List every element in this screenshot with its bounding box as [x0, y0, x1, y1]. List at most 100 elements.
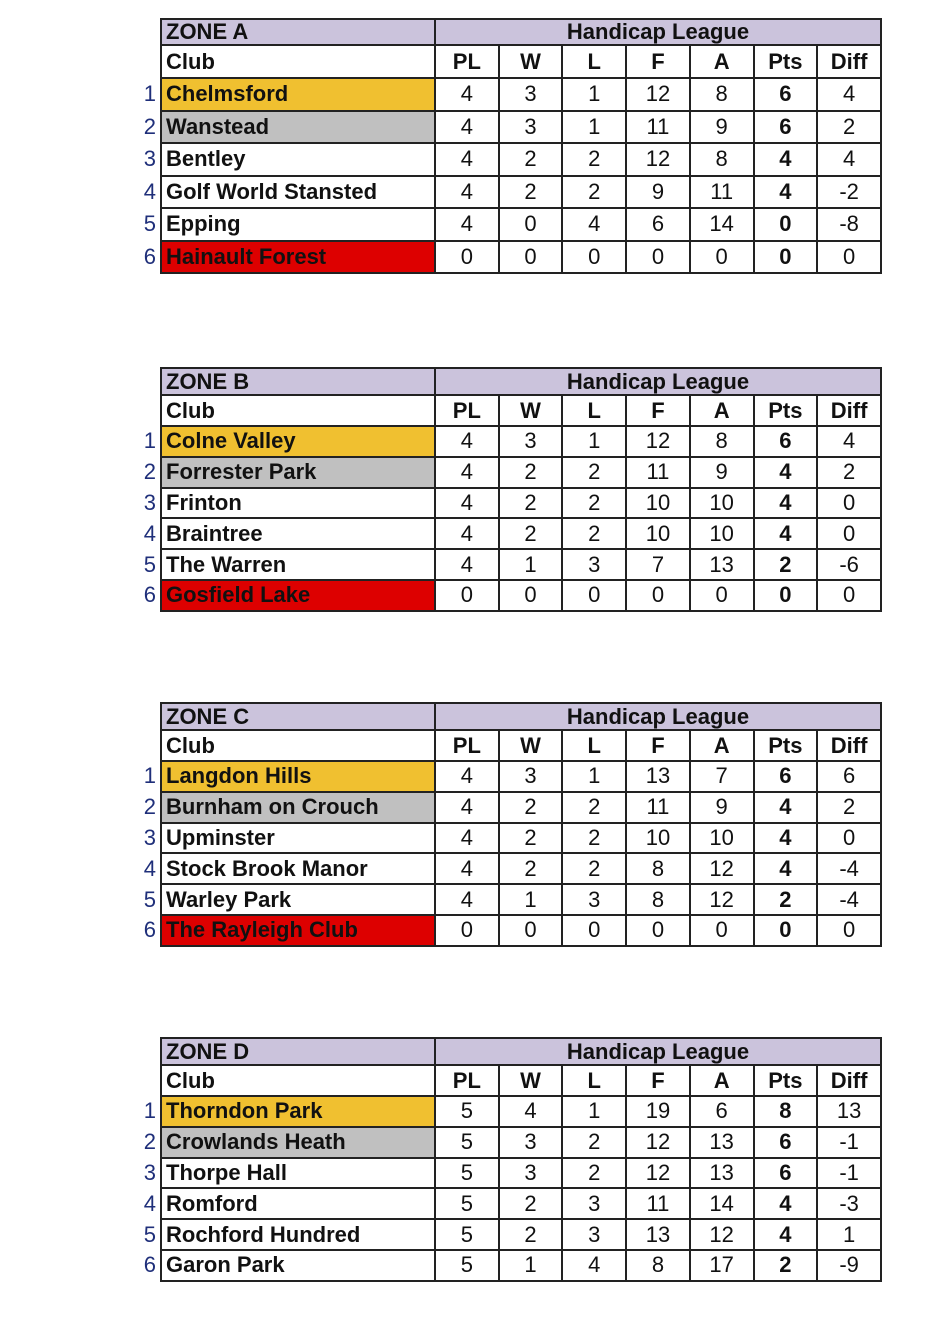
column-header-row: Club PL W L F A Pts Diff [160, 44, 882, 79]
stat-f: 13 [625, 760, 691, 793]
column-header-a: A [688, 729, 755, 762]
stat-f: 0 [625, 578, 691, 612]
stat-a: 6 [688, 1095, 755, 1128]
stat-l: 0 [561, 578, 628, 612]
rank-number: 6 [143, 243, 156, 269]
stat-a: 7 [688, 760, 755, 793]
rank-number: 1 [143, 428, 156, 454]
stat-pts: 4 [752, 486, 819, 520]
column-header-club: Club [160, 394, 436, 427]
stat-f: 12 [625, 77, 691, 112]
club-name: Hainault Forest [166, 243, 327, 269]
stat-l: 0 [561, 239, 628, 274]
stat-f: 8 [625, 852, 691, 886]
rank-number: 2 [143, 113, 156, 139]
club-cell: 6 The Rayleigh Club [144, 913, 436, 947]
stat-pl: 5 [434, 1156, 500, 1190]
club-cell: 1 Thorndon Park [144, 1095, 436, 1128]
stat-diff: 0 [816, 517, 882, 551]
column-header-club: Club [160, 729, 436, 762]
stat-f: 11 [625, 455, 691, 489]
stat-a: 12 [688, 1218, 755, 1251]
table-row: 6 Garon Park 5 1 4 8 17 2 -9 [144, 1248, 882, 1282]
column-header-a: A [688, 44, 755, 79]
club-name: Langdon Hills [166, 763, 312, 789]
column-header-f: F [625, 394, 691, 427]
table-row: 2 Burnham on Crouch 4 2 2 11 9 4 2 [144, 790, 882, 824]
stat-w: 2 [497, 821, 564, 855]
club-name: Forrester Park [166, 459, 317, 485]
rank-number: 3 [143, 824, 156, 850]
stat-pts: 6 [752, 1125, 819, 1159]
rank-number: 4 [143, 178, 156, 204]
stat-a: 9 [688, 109, 755, 144]
stat-pts: 2 [752, 1248, 819, 1282]
stat-l: 2 [561, 1125, 628, 1159]
stat-diff: 0 [816, 239, 882, 274]
stat-diff: -8 [816, 207, 882, 242]
stat-diff: -2 [816, 174, 882, 209]
club-cell: 4 Romford [144, 1187, 436, 1221]
column-header-a: A [688, 1064, 755, 1097]
table-row: 6 Hainault Forest 0 0 0 0 0 0 0 [144, 239, 882, 274]
stat-w: 2 [497, 486, 564, 520]
table-row: 1 Langdon Hills 4 3 1 13 7 6 6 [144, 760, 882, 793]
rank-number: 3 [143, 1159, 156, 1185]
column-header-l: L [561, 394, 628, 427]
club-cell: 4 Golf World Stansted [144, 174, 436, 209]
table-row: 2 Crowlands Heath 5 3 2 12 13 6 -1 [144, 1125, 882, 1159]
table-row: 3 Frinton 4 2 2 10 10 4 0 [144, 486, 882, 520]
standings-table: ZONE C Handicap League Club PL W L F A Pts Diff 1 L… [144, 702, 882, 947]
column-header-pts: Pts [752, 729, 819, 762]
club-name: Epping [166, 211, 241, 237]
club-name: Rochford Hundred [166, 1221, 361, 1247]
stat-l: 2 [561, 142, 628, 177]
column-header-diff: Diff [816, 729, 882, 762]
stat-a: 14 [688, 1187, 755, 1221]
club-name: Gosfield Lake [166, 582, 311, 608]
stat-pts: 6 [752, 109, 819, 144]
stat-l: 2 [561, 455, 628, 489]
stat-pts: 4 [752, 1187, 819, 1221]
stat-l: 1 [561, 77, 628, 112]
stat-pl: 4 [434, 760, 500, 793]
stat-w: 3 [497, 1125, 564, 1159]
column-header-w: W [497, 394, 564, 427]
stat-w: 1 [497, 548, 564, 581]
club-cell: 6 Garon Park [144, 1248, 436, 1282]
table-row: 2 Wanstead 4 3 1 11 9 6 2 [144, 109, 882, 144]
club-name: Wanstead [166, 113, 270, 139]
stat-f: 0 [625, 239, 691, 274]
stat-f: 11 [625, 109, 691, 144]
stat-pl: 5 [434, 1248, 500, 1282]
stat-a: 13 [688, 1125, 755, 1159]
stat-w: 3 [497, 1156, 564, 1190]
stat-a: 8 [688, 77, 755, 112]
stat-a: 8 [688, 425, 755, 458]
stat-l: 1 [561, 1095, 628, 1128]
club-name: Braintree [166, 520, 263, 546]
club-cell: 2 Burnham on Crouch [144, 790, 436, 824]
stat-f: 19 [625, 1095, 691, 1128]
stat-f: 12 [625, 425, 691, 458]
column-header-club: Club [160, 1064, 436, 1097]
stat-a: 13 [688, 1156, 755, 1190]
stat-diff: -6 [816, 548, 882, 581]
league-title: Handicap League [434, 702, 882, 731]
stat-pts: 4 [752, 517, 819, 551]
column-header-l: L [561, 1064, 628, 1097]
club-name: Stock Brook Manor [166, 855, 368, 881]
stat-diff: 1 [816, 1218, 882, 1251]
stat-pl: 4 [434, 77, 500, 112]
stat-a: 9 [688, 790, 755, 824]
table-row: 3 Thorpe Hall 5 3 2 12 13 6 -1 [144, 1156, 882, 1190]
stat-pts: 0 [752, 913, 819, 947]
stat-pl: 4 [434, 455, 500, 489]
club-name: Bentley [166, 146, 246, 172]
stat-a: 0 [688, 578, 755, 612]
rank-number: 2 [143, 459, 156, 485]
table-row: 5 The Warren 4 1 3 7 13 2 -6 [144, 548, 882, 581]
zone-name: ZONE B [160, 367, 436, 396]
rank-number: 5 [143, 1221, 156, 1247]
stat-diff: 2 [816, 790, 882, 824]
